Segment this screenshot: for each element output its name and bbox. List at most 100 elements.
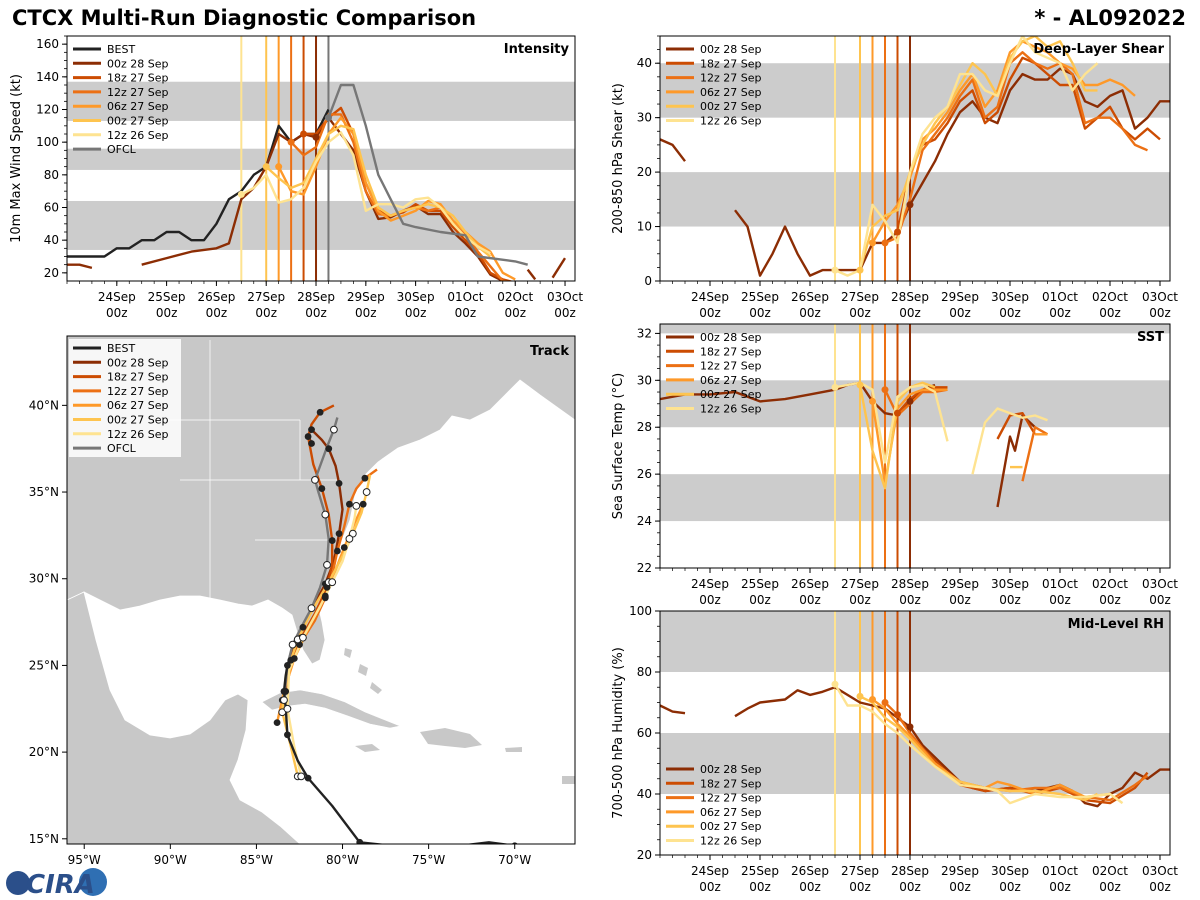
shear-init-marker-12z-27-sep <box>881 239 889 247</box>
track-point-best <box>356 838 364 844</box>
shear-xtick-sublabel: 00z <box>1149 306 1171 320</box>
shear-legend-label-12z-26-sep: 12z 26 Sep <box>700 115 762 128</box>
rh-ytick-label: 80 <box>637 665 652 679</box>
sst-xtick-sublabel: 00z <box>1149 593 1171 607</box>
rh-xtick-sublabel: 00z <box>699 880 721 894</box>
rh-xtick-sublabel: 00z <box>749 880 771 894</box>
shear-xtick-label: 02Oct <box>1092 290 1128 304</box>
intensity-init-marker-ofcl <box>324 114 332 122</box>
sst-xtick-label: 24Sep <box>691 577 729 591</box>
intensity-band-2 <box>67 81 575 121</box>
sst-init-marker-00z-28-sep <box>906 397 914 405</box>
rh-legend-label-00z-27-sep: 00z 27 Sep <box>700 820 762 833</box>
rh-ytick-label: 100 <box>629 604 652 618</box>
rh-series-00z-27-sep-5 <box>859 695 1099 802</box>
shear-xtick-sublabel: 00z <box>949 306 971 320</box>
track-point-18z-27-sep <box>328 537 336 544</box>
rh-xtick-sublabel: 00z <box>999 880 1021 894</box>
shear-xtick-label: 27Sep <box>841 290 879 304</box>
shear-init-marker-06z-27-sep <box>869 239 876 247</box>
intensity-init-marker-18z-27-sep <box>300 130 308 138</box>
sst-title: SST <box>1137 330 1164 345</box>
jamaica-land <box>355 744 380 752</box>
intensity-init-marker-12z-26-sep <box>237 190 245 198</box>
rh-init-marker-12z-27-sep <box>881 699 889 706</box>
track-point-00z-28-sep <box>308 426 315 434</box>
rh-xtick-label: 01Oct <box>1042 864 1078 878</box>
shear-plot-area <box>660 36 1170 281</box>
intensity-xtick-label: 02Oct <box>497 290 533 304</box>
track-legend-label-00z-28-sep: 00z 28 Sep <box>107 356 169 369</box>
track-point-00z-28-sep <box>335 479 343 487</box>
intensity-legend-label-00z-28-sep: 00z 28 Sep <box>107 57 169 70</box>
sst-xtick-label: 01Oct <box>1042 577 1078 591</box>
shear-xtick-sublabel: 00z <box>799 306 821 320</box>
track-point-ofcl <box>323 560 331 569</box>
track-point-ofcl <box>330 425 338 434</box>
track-point-12z-26-sep <box>297 772 306 781</box>
sst-xtick-sublabel: 00z <box>999 593 1021 607</box>
intensity-xtick-label: 01Oct <box>447 290 483 304</box>
intensity-legend-label-00z-27-sep: 00z 27 Sep <box>107 115 169 128</box>
track-point-18z-27-sep <box>318 485 326 492</box>
intensity-xtick-sublabel: 00z <box>206 306 228 320</box>
logo-globe-icon <box>6 871 30 895</box>
track-title: Track <box>530 344 569 359</box>
rh-xtick-label: 02Oct <box>1092 864 1128 878</box>
intensity-ytick-label: 80 <box>44 168 59 182</box>
rh-legend-label-12z-27-sep: 12z 27 Sep <box>700 792 762 805</box>
sst-init-marker-18z-27-sep <box>894 409 901 417</box>
sst-xtick-sublabel: 00z <box>899 593 921 607</box>
sst-plot-area <box>660 324 1170 568</box>
sst-series-12z-27-sep-5 <box>1021 426 1049 482</box>
intensity-xtick-sublabel: 00z <box>455 306 477 320</box>
shear-xtick-sublabel: 00z <box>699 306 721 320</box>
track-point-18z-27-sep <box>316 408 324 416</box>
rh-xtick-sublabel: 00z <box>949 880 971 894</box>
track-xtick-label: 70°W <box>498 853 531 867</box>
sst-ytick-label: 28 <box>637 420 652 434</box>
intensity-ytick-label: 40 <box>44 233 59 247</box>
intensity-series-best-0 <box>67 108 330 258</box>
rh-series-00z-28-sep-0 <box>660 704 686 715</box>
intensity-series-12z-26-sep-9 <box>240 131 491 255</box>
shear-ytick-label: 10 <box>637 220 652 234</box>
page-title: CTCX Multi-Run Diagnostic Comparison <box>12 6 477 30</box>
track-point-12z-26-sep <box>352 502 361 510</box>
track-xtick-label: 95°W <box>68 853 101 867</box>
track-point-12z-26-sep <box>299 633 307 642</box>
track-point-12z-26-sep <box>328 578 337 587</box>
rh-series-12z-26-sep-6 <box>833 683 1124 805</box>
intensity-legend-label-12z-27-sep: 12z 27 Sep <box>107 86 169 99</box>
shear-ylabel: 200-850 hPa Shear (kt) <box>611 83 626 234</box>
cuba-land <box>261 689 402 729</box>
intensity-xtick-sublabel: 00z <box>156 306 178 320</box>
rh-ylabel: 700-500 hPa Humidity (%) <box>611 647 626 819</box>
shear-xtick-sublabel: 00z <box>1049 306 1071 320</box>
intensity-xtick-sublabel: 00z <box>554 306 576 320</box>
intensity-series-00z-28-sep-1 <box>67 263 93 270</box>
track-legend-bg <box>69 339 181 457</box>
track-frame <box>66 335 576 845</box>
track-point-06z-27-sep <box>340 544 348 551</box>
intensity-legend-label-06z-27-sep: 06z 27 Sep <box>107 100 169 113</box>
rh-series-00z-28-sep-1 <box>734 686 1170 808</box>
sst-xtick-label: 03Oct <box>1142 577 1178 591</box>
rh-panel: 20 40 60 80 100 24Sep 00z 25Sep 00z 26Sep 00z 27Sep… <box>611 604 1178 894</box>
rh-legend-label-00z-28-sep: 00z 28 Sep <box>700 763 762 776</box>
track-point-18z-27-sep <box>304 433 312 440</box>
intensity-ytick-label: 20 <box>44 266 59 280</box>
shear-legend-label-00z-27-sep: 00z 27 Sep <box>700 100 762 113</box>
track-legend-label-ofcl: OFCL <box>107 442 137 455</box>
intensity-init-marker-00z-27-sep <box>262 163 270 171</box>
shear-series-00z-28-sep-1 <box>734 67 1170 277</box>
rh-xtick-sublabel: 00z <box>1049 880 1071 894</box>
sst-xtick-label: 28Sep <box>891 577 929 591</box>
rh-legend-label-18z-27-sep: 18z 27 Sep <box>700 777 762 790</box>
rh-xtick-label: 24Sep <box>691 864 729 878</box>
rh-init-marker-12z-26-sep <box>831 680 839 688</box>
shear-xtick-label: 25Sep <box>741 290 779 304</box>
rh-ytick-label: 20 <box>637 848 652 862</box>
